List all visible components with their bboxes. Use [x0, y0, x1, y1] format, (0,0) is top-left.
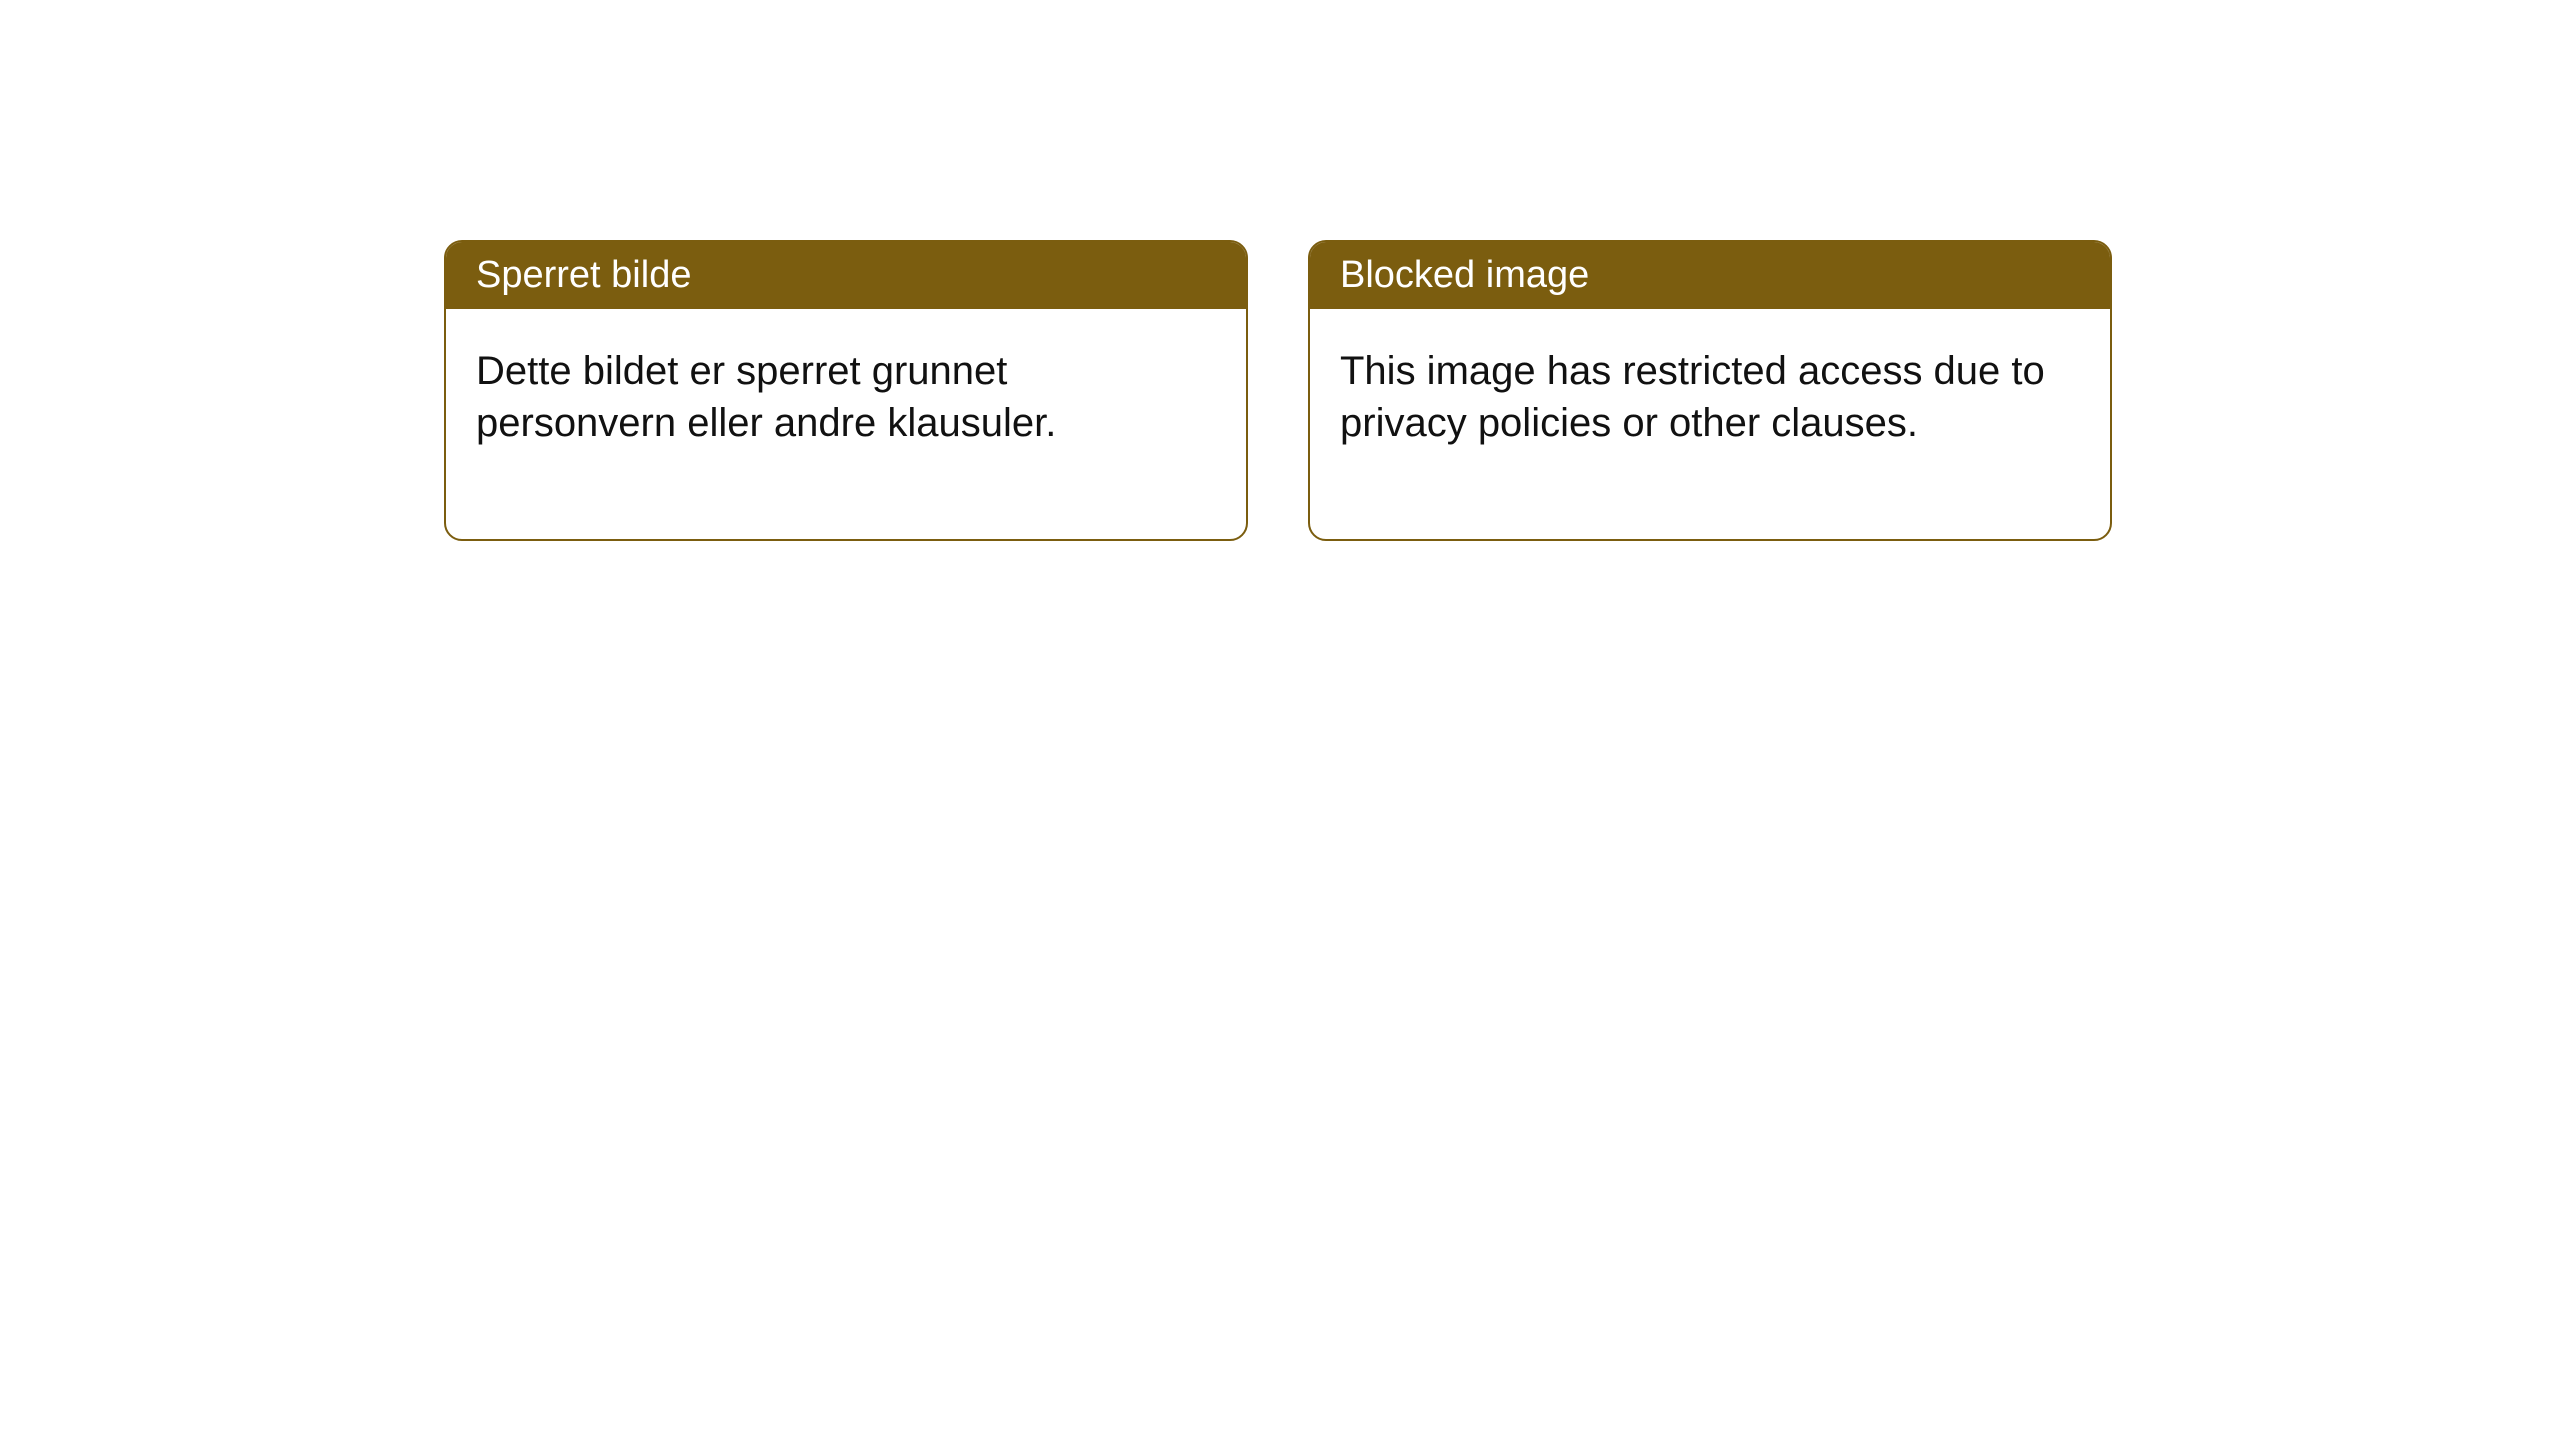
notice-card-body: Dette bildet er sperret grunnet personve… [446, 309, 1246, 539]
notice-card-title: Blocked image [1310, 242, 2110, 309]
notice-card-title: Sperret bilde [446, 242, 1246, 309]
notice-card-body: This image has restricted access due to … [1310, 309, 2110, 539]
notice-container: Sperret bilde Dette bildet er sperret gr… [444, 240, 2112, 541]
notice-card-norwegian: Sperret bilde Dette bildet er sperret gr… [444, 240, 1248, 541]
notice-card-english: Blocked image This image has restricted … [1308, 240, 2112, 541]
